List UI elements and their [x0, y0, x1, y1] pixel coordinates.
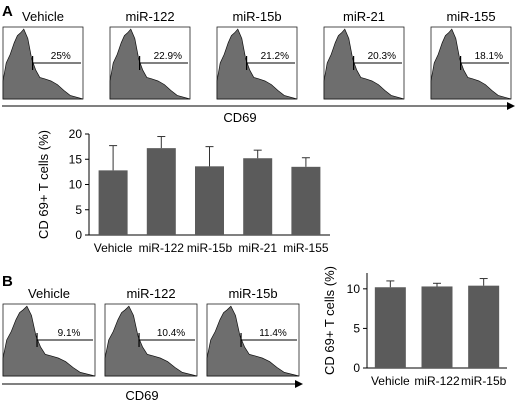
- panel-b-histogram-curve: [2, 305, 96, 377]
- panel-a-chart-category-label: miR-21: [238, 241, 277, 255]
- panel-a-chart-bar: [243, 158, 273, 235]
- panel-b-chart-y-label: CD 69+ T cells (%): [322, 266, 337, 375]
- panel-b-histogram-curve: [104, 305, 198, 377]
- panel-a-chart-bar: [98, 170, 128, 235]
- panel-a-letter: A: [2, 3, 13, 20]
- panel-b-gate-percent: 10.4%: [157, 328, 185, 339]
- panel-a-histogram-title: miR-15b: [232, 9, 281, 24]
- panel-a-gate-percent: 25%: [51, 51, 71, 62]
- panel-a-gate-percent: 21.2%: [261, 51, 289, 62]
- panel-a-histogram-title: miR-155: [446, 9, 495, 24]
- panel-a-chart-bar: [291, 166, 321, 235]
- panel-a-chart-y-tick-label: 15: [69, 152, 83, 166]
- panel-a-histogram-curve: [109, 28, 191, 100]
- panel-b-chart-y-tick-label: 10: [347, 282, 361, 296]
- panel-b-chart-category-label: Vehicle: [371, 374, 410, 388]
- panel-b-histograms: Vehicle 9.1% miR-122 10.4% miR-15b 11.4%: [2, 286, 300, 377]
- panel-a-histogram-title: Vehicle: [22, 9, 64, 24]
- panel-b-chart-bar: [374, 287, 406, 368]
- panel-b-chart-bar: [421, 286, 453, 368]
- panel-b-histogram-title: miR-122: [126, 286, 175, 301]
- panel-b-chart-category-label: miR-122: [414, 374, 460, 388]
- panel-b-chart-category-label: miR-15b: [461, 374, 507, 388]
- panel-b-bar-chart: 0 5 10 Vehicle miR-122 miR-15b CD 69+ T cells …: [322, 266, 507, 388]
- panel-b-chart-y-tick-label: 5: [353, 321, 360, 335]
- panel-a-gate-percent: 18.1%: [475, 51, 503, 62]
- panel-a-chart-y-tick-label: 0: [75, 228, 82, 242]
- panel-a-histogram-curve: [216, 28, 298, 100]
- panel-a-bar-chart: 0 5 10 15 20 Vehicle miR-122 miR-15b miR-21 miR-1…: [36, 127, 330, 255]
- panel-b-letter: B: [2, 273, 13, 290]
- panel-a-gate-percent: 22.9%: [154, 51, 182, 62]
- panel-a-histogram-curve: [430, 28, 512, 100]
- panel-b-gate-percent: 9.1%: [58, 328, 81, 339]
- panel-b-histogram-title: Vehicle: [28, 286, 70, 301]
- panel-a-chart-category-label: miR-15b: [187, 241, 233, 255]
- panel-a-chart-category-label: miR-155: [283, 241, 329, 255]
- panel-a-chart-category-label: Vehicle: [94, 241, 133, 255]
- panel-b-chart-bar: [468, 285, 500, 368]
- panel-a-histogram-curve: [2, 28, 84, 100]
- panel-b-gate-percent: 11.4%: [259, 328, 287, 339]
- panel-a-histogram-curve: [323, 28, 405, 100]
- panel-a-histogram-title: miR-122: [125, 9, 174, 24]
- panel-a-chart-bar: [146, 148, 176, 235]
- panel-a-chart-y-label: CD 69+ T cells (%): [36, 130, 51, 239]
- panel-b-chart-y-tick-label: 0: [353, 361, 360, 375]
- panel-a-chart-y-tick-label: 20: [69, 127, 83, 141]
- panel-a-chart-y-tick-label: 5: [75, 203, 82, 217]
- panel-a-chart-category-label: miR-122: [139, 241, 185, 255]
- panel-a-histograms: Vehicle 25% miR-122 22.9% miR-15b 21.2% miR-21…: [2, 9, 512, 100]
- panel-a-histogram-title: miR-21: [343, 9, 385, 24]
- panel-a-chart-y-tick-label: 10: [69, 178, 83, 192]
- panel-b-histogram-title: miR-15b: [228, 286, 277, 301]
- panel-b-axis-label: CD69: [125, 388, 158, 403]
- panel-a-chart-bar: [195, 166, 224, 235]
- panel-a-gate-percent: 20.3%: [368, 51, 396, 62]
- panel-b-histogram-curve: [206, 305, 300, 377]
- panel-a-axis-label: CD69: [223, 110, 256, 125]
